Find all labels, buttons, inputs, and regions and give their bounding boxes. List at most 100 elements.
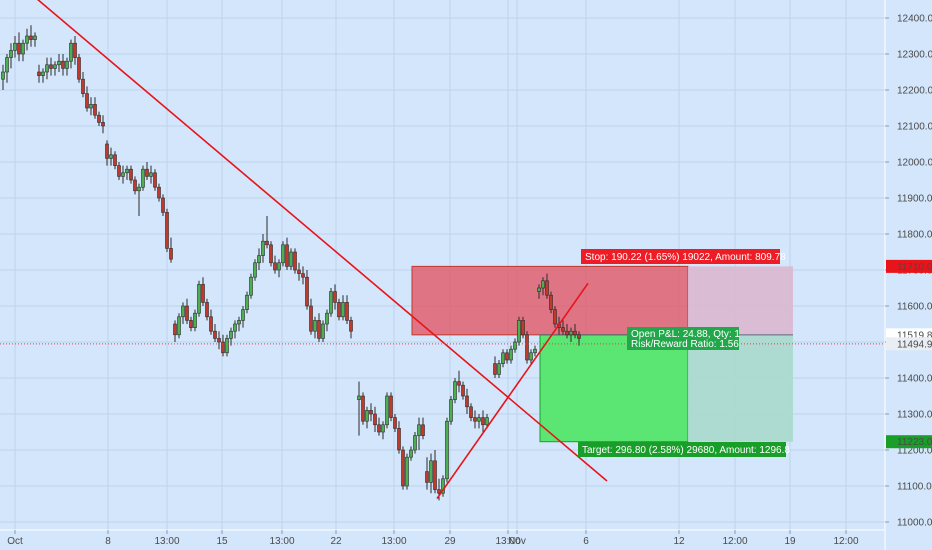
candle: [233, 320, 237, 339]
candle: [289, 248, 293, 270]
candle-body: [265, 240, 269, 246]
candle: [45, 57, 49, 80]
candle: [181, 302, 185, 324]
candle-body: [269, 244, 273, 264]
candle-body: [309, 305, 313, 332]
candle-body: [93, 104, 97, 116]
candle: [381, 421, 385, 440]
x-tick-label: 13:00: [269, 536, 294, 547]
candle: [473, 410, 477, 429]
candle-body: [157, 186, 161, 199]
x-tick-label: 6: [583, 536, 589, 547]
candle-body: [129, 168, 133, 181]
candle: [433, 450, 437, 494]
x-tick-label: 13:00: [154, 536, 179, 547]
candle: [189, 316, 193, 332]
candle-body: [317, 320, 321, 339]
price-label-box: [886, 435, 932, 449]
candle: [313, 316, 317, 339]
candle: [357, 381, 361, 436]
candle: [209, 309, 213, 335]
x-tick-label: 8: [105, 536, 111, 547]
y-tick-label: 12300.00: [897, 50, 932, 61]
target-annotation-text: Target: 296.80 (2.58%) 29680, Amount: 12…: [582, 445, 790, 456]
candle-body: [493, 363, 497, 375]
trendline[interactable]: [436, 282, 589, 500]
candle-body: [505, 352, 509, 361]
y-tick-label: 11600.00: [897, 302, 932, 313]
candle: [165, 208, 169, 252]
candle: [69, 39, 73, 69]
target-zone-extended: [688, 334, 793, 442]
candle-body: [301, 273, 305, 278]
candle-body: [133, 179, 137, 192]
candle-body: [165, 212, 169, 249]
candle-body: [541, 280, 545, 289]
candle-body: [389, 395, 393, 418]
candle-body: [553, 309, 557, 325]
x-tick-label: 12:00: [722, 536, 747, 547]
candle: [297, 262, 301, 281]
candle: [133, 176, 137, 195]
candle: [561, 320, 565, 335]
candle-body: [429, 460, 433, 483]
candle-body: [357, 395, 361, 400]
candle-body: [249, 276, 253, 296]
candle-body: [213, 330, 217, 339]
candle-body: [549, 294, 553, 310]
candle-body: [233, 323, 237, 332]
candle: [525, 331, 529, 364]
candle: [401, 446, 405, 490]
candle-body: [281, 244, 285, 264]
candle-body: [321, 323, 325, 339]
candle-body: [569, 330, 573, 336]
x-tick-label: 12:00: [833, 536, 858, 547]
candle: [93, 97, 97, 119]
candle: [9, 43, 13, 69]
candle: [529, 349, 533, 364]
candle-body: [433, 460, 437, 490]
candle: [137, 183, 141, 216]
candle: [173, 320, 177, 342]
candle: [425, 457, 429, 490]
candle-body: [441, 478, 445, 494]
candle: [153, 169, 157, 191]
candle-body: [229, 330, 233, 339]
price-axis[interactable]: 11000.00 11100.00 11200.00 11300.00 11400.00…: [885, 14, 932, 529]
candle-body: [449, 399, 453, 422]
candle: [241, 306, 245, 328]
candles: [1, 25, 581, 501]
candle-body: [385, 395, 389, 426]
candle: [121, 165, 125, 184]
trendlines[interactable]: [34, 0, 608, 500]
target-annotation: Target: 296.80 (2.58%) 29680, Amount: 12…: [578, 442, 790, 457]
candle: [457, 370, 461, 393]
trendline[interactable]: [34, 0, 608, 482]
candle-body: [497, 363, 501, 375]
candle: [413, 432, 417, 454]
candle: [365, 406, 369, 429]
candle-body: [273, 262, 277, 271]
candle-body: [337, 302, 341, 318]
candle-body: [377, 424, 381, 433]
candle: [213, 324, 217, 342]
candle: [261, 234, 265, 263]
candle-body: [297, 269, 301, 274]
stop-annotation-box: [581, 249, 780, 264]
candle: [301, 266, 305, 285]
candle: [509, 345, 513, 364]
candle-body: [29, 35, 33, 40]
candle-body: [13, 42, 17, 51]
candle-body: [217, 338, 221, 343]
candle-body: [81, 78, 85, 94]
candle: [429, 453, 433, 494]
target-zone: [539, 334, 689, 443]
candle: [513, 338, 517, 353]
candle-body: [381, 424, 385, 433]
candle-body: [121, 172, 125, 177]
y-tick-label: 11300.00: [897, 410, 932, 421]
candle: [405, 453, 409, 490]
candle: [25, 28, 29, 51]
